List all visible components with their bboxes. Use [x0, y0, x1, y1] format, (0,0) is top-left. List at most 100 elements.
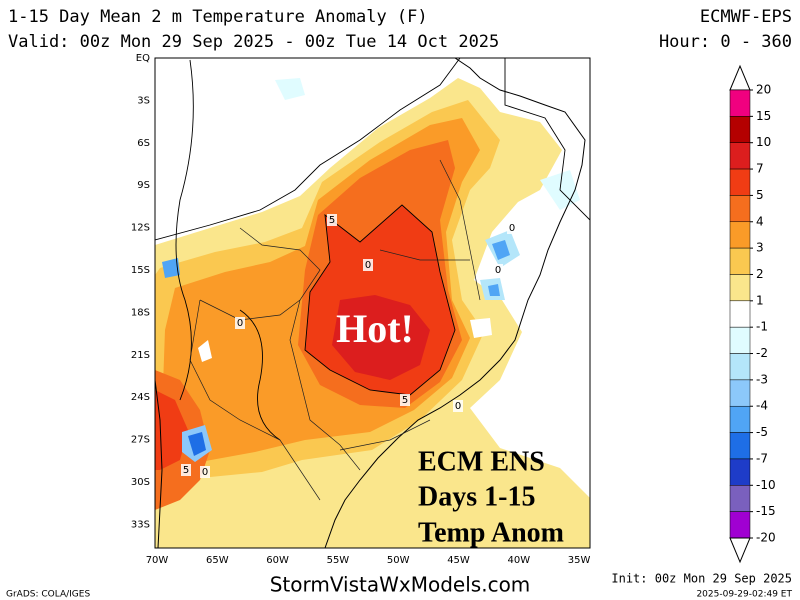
contour-label-bg: [327, 214, 337, 226]
contour-label: 5: [329, 215, 335, 226]
colorbar-label: 1: [756, 293, 764, 307]
colorbar-label: 5: [756, 188, 764, 202]
colorbar-label: -20: [756, 531, 776, 545]
lat-label: 12S: [131, 223, 150, 234]
colorbar-label: 2: [756, 267, 764, 281]
colorbar-box: [729, 326, 751, 354]
contour: [155, 58, 461, 241]
lat-label: 18S: [131, 307, 150, 318]
timestamp: 2025-09-29-02:49 ET: [696, 590, 792, 600]
contour-label-bg: [493, 264, 503, 276]
colorbar-arrow: [729, 537, 751, 564]
contour-label: 0: [202, 467, 208, 478]
colorbar-label: 10: [756, 135, 771, 149]
contour: [304, 204, 456, 396]
lon-label: 55W: [327, 555, 350, 566]
contour-label: 0: [455, 401, 461, 412]
colorbar-label: -4: [756, 399, 768, 413]
lon-label: 50W: [387, 555, 410, 566]
contour-label-bg: [200, 466, 210, 478]
colorbar-label: -10: [756, 478, 776, 492]
lon-label: 40W: [507, 555, 530, 566]
contour-label-bg: [235, 317, 245, 329]
colorbar-label: -2: [756, 346, 768, 360]
colorbar-box: [729, 116, 751, 143]
annotation: Days 1-15: [418, 481, 535, 512]
lon-label: 45W: [447, 555, 470, 566]
valid-range: Valid: 00z Mon 29 Sep 2025 - 00z Tue 14 …: [8, 32, 499, 52]
colorbar-box: [729, 221, 751, 249]
contour-label: 5: [402, 395, 408, 406]
colorbar-label: 4: [756, 214, 764, 228]
anomaly-area: [188, 432, 206, 456]
annotation: Temp Anom: [418, 517, 564, 548]
colorbar-box: [729, 511, 751, 539]
coastline: [324, 58, 586, 548]
contour-label-bg: [400, 394, 410, 406]
lat-label: 15S: [131, 265, 150, 276]
colorbar-box: [729, 142, 751, 170]
colorbar-label: 3: [756, 241, 764, 255]
colorbar-arrow: [729, 64, 751, 91]
colorbar-box: [729, 195, 751, 223]
contour-label: 0: [509, 223, 515, 234]
colorbar-box: [729, 458, 751, 486]
lon-label: 60W: [266, 555, 289, 566]
anomaly-area: [155, 390, 188, 470]
anomaly-field: [155, 58, 590, 548]
colorbar-label: -3: [756, 372, 768, 386]
lat-label: 3S: [137, 95, 150, 106]
contour: [504, 58, 590, 221]
credit: GrADS: COLA/IGES: [6, 590, 90, 600]
colorbar-label: -15: [756, 504, 776, 518]
colorbar-label: 7: [756, 162, 764, 176]
colorbar-box: [729, 247, 751, 275]
lat-label: 30S: [131, 477, 150, 488]
lon-label: 65W: [206, 555, 229, 566]
lat-label: 9S: [137, 180, 150, 191]
colorbar-label: 20: [756, 83, 771, 97]
colorbar-box: [729, 300, 751, 328]
colorbar-label: -5: [756, 425, 768, 439]
contour-label: 0: [365, 260, 371, 271]
map-frame: [154, 57, 591, 549]
colorbar-box: [729, 353, 751, 381]
lat-label: 33S: [131, 519, 150, 530]
colorbar-box: [729, 432, 751, 460]
model-name: ECMWF-EPS: [700, 7, 792, 27]
contour-label-bg: [507, 222, 517, 234]
colorbar-box: [729, 168, 751, 196]
coastline: [155, 379, 163, 548]
init-time: Init: 00z Mon 29 Sep 2025: [611, 572, 792, 586]
colorbar-box: [729, 405, 751, 433]
colorbar-box: [729, 379, 751, 407]
colorbar-box: [729, 89, 751, 117]
contour: [239, 309, 281, 441]
colorbar-label: 15: [756, 109, 771, 123]
contour-label-bg: [181, 464, 191, 476]
contour-label-bg: [363, 259, 373, 271]
lat-label: 27S: [131, 435, 150, 446]
contour-label: 5: [183, 465, 189, 476]
border: [189, 159, 481, 501]
title: 1-15 Day Mean 2 m Temperature Anomaly (F…: [8, 7, 428, 27]
hour-range: Hour: 0 - 360: [659, 32, 792, 52]
contour-label: 0: [237, 318, 243, 329]
colorbar-box: [729, 274, 751, 302]
lat-label: 21S: [131, 350, 150, 361]
contour-label: 0: [495, 265, 501, 276]
anomaly-area: [155, 58, 460, 240]
contour: [175, 59, 194, 401]
site-name: StormVistaWxModels.com: [270, 573, 531, 597]
colorbar-box: [729, 485, 751, 512]
annotation: Hot!: [336, 306, 414, 351]
anomaly-area: [332, 295, 430, 380]
colorbar-label: -1: [756, 320, 768, 334]
lat-label: 6S: [137, 138, 150, 149]
lat-label: EQ: [136, 53, 150, 64]
contour-label-bg: [453, 400, 463, 412]
colorbar-label: -7: [756, 451, 768, 465]
lon-label: 70W: [146, 555, 169, 566]
lon-label: 35W: [568, 555, 591, 566]
